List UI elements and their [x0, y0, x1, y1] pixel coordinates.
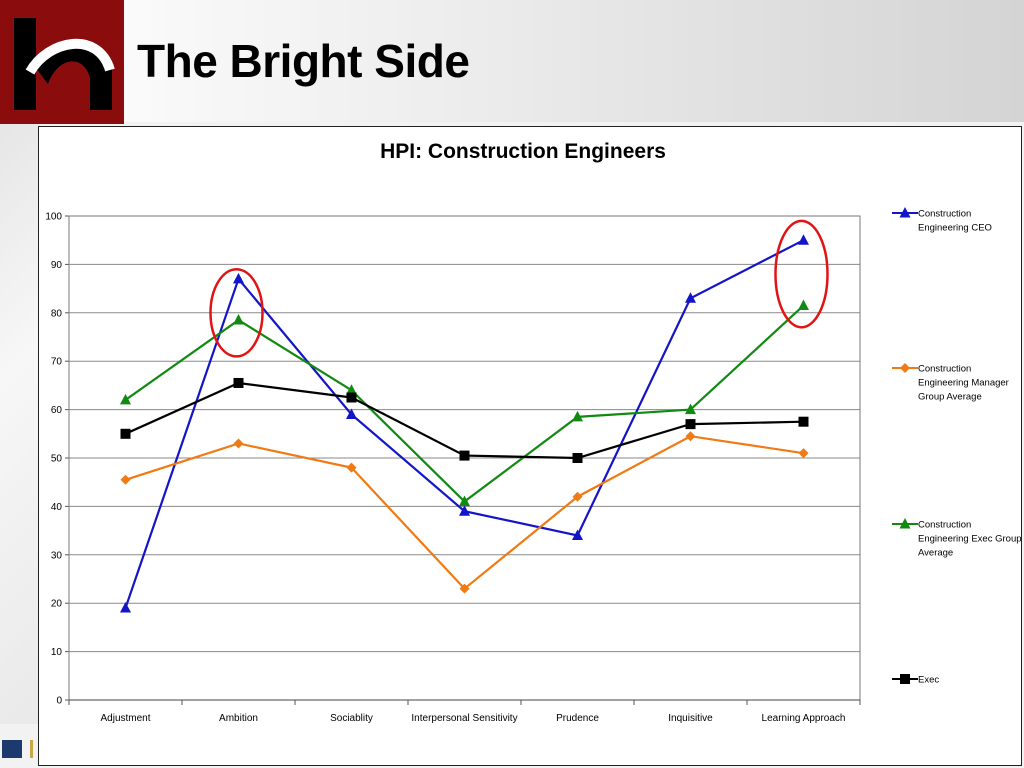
data-point — [346, 384, 357, 395]
x-tick-label: Interpersonal Sensitivity — [411, 713, 517, 724]
data-point — [685, 292, 696, 303]
data-point — [572, 410, 583, 422]
legend-entry: Construction Engineering CEO — [918, 209, 992, 234]
data-point — [459, 505, 470, 516]
y-tick-label: 40 — [51, 502, 63, 513]
y-tick-label: 20 — [51, 599, 63, 610]
legend-entry: Construction Engineering Exec Group Averag… — [918, 520, 1022, 559]
data-point — [120, 428, 131, 439]
highlight-circle — [209, 267, 264, 358]
data-point — [572, 491, 583, 502]
y-tick-label: 60 — [51, 405, 63, 416]
y-tick-label: 100 — [45, 212, 62, 223]
data-point — [899, 518, 911, 529]
data-point — [572, 453, 583, 463]
slide-title: The Bright Side — [137, 35, 470, 87]
legend-entry: Construction Engineering Manager Group Ave… — [918, 364, 1009, 403]
data-point — [685, 403, 696, 415]
data-point — [233, 438, 244, 449]
data-point — [346, 408, 357, 419]
data-point — [798, 299, 809, 311]
data-point — [233, 272, 244, 284]
y-tick-label: 10 — [51, 647, 63, 658]
data-point — [798, 234, 809, 245]
y-tick-label: 50 — [51, 454, 63, 465]
data-point — [899, 207, 911, 218]
data-point — [900, 363, 910, 373]
y-tick-label: 0 — [56, 696, 62, 707]
highlight-circle — [774, 219, 829, 329]
x-tick-label: Ambition — [219, 713, 258, 724]
data-point — [459, 583, 470, 594]
series-line — [124, 304, 805, 504]
data-point — [685, 431, 696, 442]
chart-title: HPI: Construction Engineers — [380, 140, 666, 163]
data-point — [798, 448, 809, 459]
data-point — [798, 416, 809, 427]
x-tick-label: Sociablity — [330, 713, 373, 724]
line-chart: HPI: Construction Engineers 0 10 20 30 40 50 60… — [45, 140, 1022, 724]
x-tick-label: Inquisitive — [668, 713, 713, 724]
chart-panel: HPI: Construction Engineers 0 10 20 30 40 50 60… — [38, 126, 1022, 766]
decorative-side-band — [0, 124, 40, 724]
y-tick-label: 30 — [51, 550, 63, 561]
data-point — [685, 419, 696, 430]
data-point — [459, 450, 470, 461]
data-point — [459, 495, 470, 507]
slide-header — [0, 0, 1024, 122]
logo-mark-icon — [0, 0, 124, 124]
data-point — [120, 474, 131, 485]
data-point — [120, 602, 131, 613]
data-point — [120, 393, 131, 405]
data-point — [233, 314, 244, 325]
x-tick-label: Prudence — [556, 713, 599, 724]
data-point — [233, 377, 244, 388]
data-point — [900, 674, 910, 684]
company-logo — [0, 0, 124, 124]
y-tick-label: 70 — [51, 357, 63, 368]
data-point — [572, 529, 583, 540]
x-tick-label: Adjustment — [100, 713, 150, 724]
y-tick-label: 90 — [51, 260, 63, 271]
y-tick-label: 80 — [51, 308, 63, 319]
x-tick-label: Learning Approach — [762, 713, 846, 724]
legend-entry: Exec — [918, 675, 939, 686]
data-point — [346, 462, 357, 473]
footer-square-icon — [2, 740, 22, 758]
footer-bar-icon — [30, 740, 33, 758]
data-point — [346, 392, 357, 403]
